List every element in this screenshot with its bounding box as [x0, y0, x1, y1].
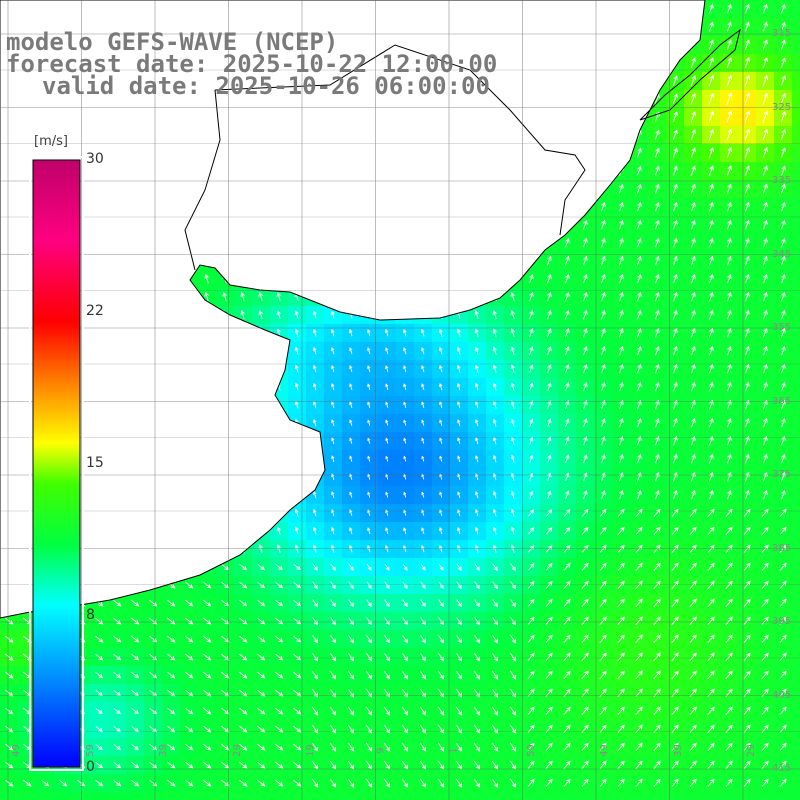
wind-cell [792, 702, 800, 721]
wind-cell [792, 792, 800, 800]
wind-cell [612, 792, 631, 800]
wind-cell [90, 792, 109, 800]
wind-cell [522, 792, 541, 800]
wind-cell [792, 144, 800, 163]
wind-cell [792, 108, 800, 127]
wind-cell [792, 720, 800, 739]
wind-cell [792, 342, 800, 361]
wind-cell [414, 792, 433, 800]
wind-cell [792, 234, 800, 253]
wind-cell [378, 792, 397, 800]
wind-cell [792, 648, 800, 667]
wind-cell [180, 792, 199, 800]
wind-cell [792, 0, 800, 19]
wind-cell [792, 270, 800, 289]
wind-cell [288, 792, 307, 800]
wind-cell [162, 792, 181, 800]
wind-cell [216, 792, 235, 800]
wind-cell [144, 792, 163, 800]
wind-cell [486, 792, 505, 800]
wind-cell [108, 792, 127, 800]
wind-cell [738, 792, 757, 800]
wind-cell [792, 756, 800, 775]
wind-cell [36, 792, 55, 800]
wind-cell [792, 558, 800, 577]
wind-cell [0, 792, 19, 800]
wind-cell [792, 306, 800, 325]
wind-cell [306, 792, 325, 800]
wind-cell [792, 378, 800, 397]
wind-cell [594, 792, 613, 800]
wind-cell [450, 792, 469, 800]
wind-cell [792, 18, 800, 37]
wind-cell [504, 792, 523, 800]
wind-cell [270, 792, 289, 800]
wind-cell [792, 72, 800, 91]
wind-cell [720, 792, 739, 800]
wind-cell [792, 576, 800, 595]
wind-cell [792, 486, 800, 505]
wind-cell [792, 666, 800, 685]
wind-cell [756, 792, 775, 800]
wind-cell [792, 414, 800, 433]
wind-cell [252, 792, 271, 800]
wind-cell [792, 252, 800, 271]
wind-cell [540, 792, 559, 800]
wind-cell [792, 630, 800, 649]
wind-cell [234, 792, 253, 800]
wind-cell [792, 198, 800, 217]
wind-cell [792, 612, 800, 631]
wind-cell [792, 504, 800, 523]
wind-cell [792, 522, 800, 541]
wind-cell [18, 792, 37, 800]
wind-cell [792, 774, 800, 793]
wind-cell [792, 36, 800, 55]
wind-cell [342, 792, 361, 800]
wind-cell [792, 360, 800, 379]
wind-cell [792, 126, 800, 145]
wind-cell [792, 162, 800, 181]
wind-cell [198, 792, 217, 800]
wind-cell [54, 792, 73, 800]
wind-cell [792, 468, 800, 487]
wind-cell [324, 792, 343, 800]
wind-cell [774, 792, 793, 800]
wind-cell [792, 396, 800, 415]
wind-cell [792, 738, 800, 757]
wind-cell [792, 324, 800, 343]
wind-cell [558, 792, 577, 800]
wind-cell [792, 216, 800, 235]
wind-cell [792, 432, 800, 451]
wind-cell [792, 450, 800, 469]
wind-cell [648, 792, 667, 800]
wind-cell [468, 792, 487, 800]
wind-cell [666, 792, 685, 800]
wind-cell [792, 54, 800, 73]
wind-cell [792, 684, 800, 703]
wind-cell [684, 792, 703, 800]
wind-cell [792, 540, 800, 559]
wind-cell [396, 792, 415, 800]
wind-cell [792, 180, 800, 199]
wind-cell [432, 792, 451, 800]
wind-cell [792, 288, 800, 307]
wind-cell [702, 792, 721, 800]
wind-cell [126, 792, 145, 800]
wind-cell [792, 90, 800, 109]
wind-cell [792, 594, 800, 613]
wind-cell [576, 792, 595, 800]
wind-cell [630, 792, 649, 800]
